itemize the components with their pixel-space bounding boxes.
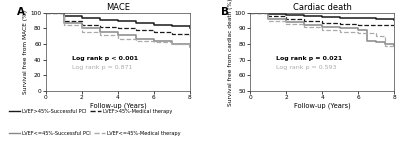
Text: Log rank p = 0.593: Log rank p = 0.593 <box>276 65 336 70</box>
Title: Cardiac death: Cardiac death <box>293 3 352 12</box>
Y-axis label: Survival free from MACE (%): Survival free from MACE (%) <box>23 10 28 94</box>
Y-axis label: Survival free from cardiac death (%): Survival free from cardiac death (%) <box>228 0 232 106</box>
Title: MACE: MACE <box>106 3 130 12</box>
X-axis label: Follow-up (Years): Follow-up (Years) <box>90 102 146 109</box>
Text: Log rank p = 0.871: Log rank p = 0.871 <box>72 65 132 70</box>
Legend: LVEF>45%-Successful PCI, LVEF>45%-Medical therapy: LVEF>45%-Successful PCI, LVEF>45%-Medica… <box>6 107 174 116</box>
Legend: LVEF<=45%-Successful PCI, LVEF<=45%-Medical therapy: LVEF<=45%-Successful PCI, LVEF<=45%-Medi… <box>6 129 183 138</box>
Text: A: A <box>17 7 25 17</box>
Text: Log rank p = 0.021: Log rank p = 0.021 <box>276 56 342 61</box>
Text: B: B <box>222 7 230 17</box>
X-axis label: Follow-up (Years): Follow-up (Years) <box>294 102 350 109</box>
Text: Log rank p < 0.001: Log rank p < 0.001 <box>72 56 138 61</box>
